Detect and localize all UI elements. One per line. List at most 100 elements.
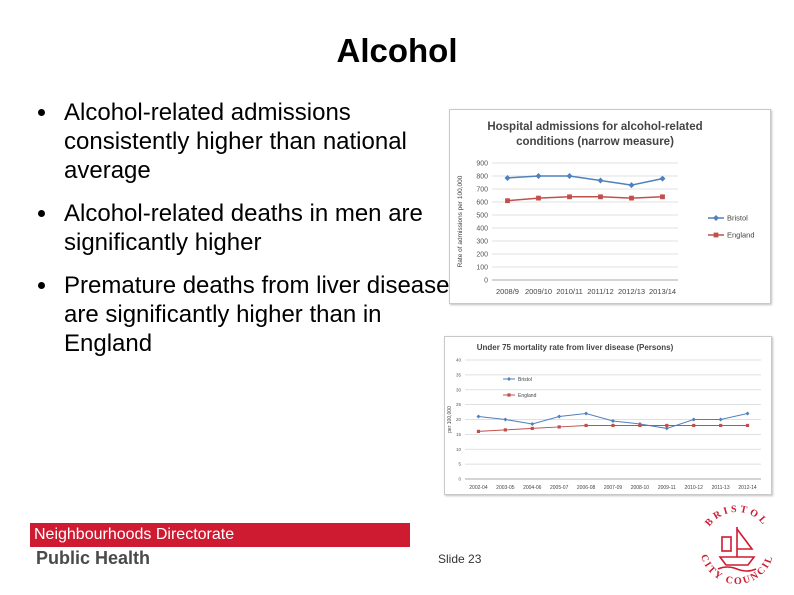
data-point xyxy=(638,423,642,428)
series-line xyxy=(507,196,663,202)
y-tick-label: 10 xyxy=(456,447,462,452)
data-point xyxy=(476,414,481,419)
data-point xyxy=(713,232,719,238)
y-tick-label: 5 xyxy=(458,462,461,467)
footer-bar: Neighbourhoods Directorate xyxy=(30,523,410,547)
legend-label: England xyxy=(727,231,755,240)
data-point xyxy=(691,417,696,422)
y-tick-label: 300 xyxy=(476,238,488,245)
x-tick-label: 2012/13 xyxy=(618,287,645,296)
data-point xyxy=(476,429,481,433)
x-tick-label: 2004-06 xyxy=(523,485,542,491)
y-tick-label: 0 xyxy=(484,277,488,284)
y-tick-label: 100 xyxy=(476,264,488,271)
y-tick-label: 25 xyxy=(456,402,462,407)
public-health-label: Public Health xyxy=(36,548,151,568)
y-tick-label: 20 xyxy=(456,417,462,422)
data-point xyxy=(611,423,615,428)
data-point xyxy=(536,195,541,201)
data-point xyxy=(745,423,750,428)
data-point xyxy=(505,198,510,204)
chart-title: Under 75 mortality rate from liver disea… xyxy=(477,343,674,352)
data-point xyxy=(503,428,507,432)
x-tick-label: 2010-12 xyxy=(685,485,704,491)
x-tick-label: 2002-04 xyxy=(469,485,488,491)
x-tick-label: 2005-07 xyxy=(550,485,569,491)
svg-text:CITY COUNCIL: CITY COUNCIL xyxy=(698,553,776,587)
y-tick-label: 800 xyxy=(476,173,488,180)
x-tick-label: 2003-05 xyxy=(496,485,515,491)
y-tick-label: 200 xyxy=(476,251,488,258)
legend-label: Bristol xyxy=(518,377,532,383)
bullet-list: Alcohol-related admissions consistently … xyxy=(38,98,450,372)
data-point xyxy=(530,421,535,426)
svg-text:BRISTOL: BRISTOL xyxy=(703,504,771,529)
y-tick-label: 500 xyxy=(476,212,488,219)
data-point xyxy=(611,418,615,423)
y-tick-label: 900 xyxy=(476,160,488,167)
y-tick-label: 400 xyxy=(476,225,488,232)
data-point xyxy=(530,426,534,431)
x-tick-label: 2010/11 xyxy=(556,287,583,296)
bullet-dot-icon xyxy=(38,282,45,289)
bullet-text: Premature deaths from liver disease are … xyxy=(64,272,450,357)
x-tick-label: 2007-09 xyxy=(604,485,623,491)
x-tick-label: 2009/10 xyxy=(525,287,552,296)
y-axis-label: per 100,000 xyxy=(447,406,453,433)
data-point xyxy=(745,411,750,416)
y-tick-label: 15 xyxy=(456,432,462,437)
y-tick-label: 40 xyxy=(456,358,462,363)
data-point xyxy=(597,177,604,184)
chart-title: conditions (narrow measure) xyxy=(516,136,674,148)
chart-svg: Under 75 mortality rate from liver disea… xyxy=(447,343,761,491)
data-point xyxy=(507,393,511,397)
data-point xyxy=(659,175,666,182)
bullet-item: Premature deaths from liver disease are … xyxy=(38,271,450,358)
x-tick-label: 2011/12 xyxy=(587,287,614,296)
chart-svg: Hospital admissions for alcohol-related c… xyxy=(457,121,755,296)
liver-mortality-chart: Under 75 mortality rate from liver disea… xyxy=(444,336,772,495)
data-point xyxy=(718,417,723,422)
data-point xyxy=(628,182,635,189)
data-point xyxy=(665,423,669,428)
data-point xyxy=(719,423,723,428)
y-tick-label: 30 xyxy=(456,387,462,392)
bullet-dot-icon xyxy=(38,109,45,116)
data-point xyxy=(664,426,669,431)
data-point xyxy=(567,194,572,200)
bullet-item: Alcohol-related admissions consistently … xyxy=(38,98,450,185)
data-point xyxy=(557,414,562,419)
data-point xyxy=(566,173,573,179)
bullet-text: Alcohol-related admissions consistently … xyxy=(64,99,407,184)
bristol-city-council-logo: BRISTOL CITY COUNCIL xyxy=(698,504,776,587)
slide-title: Alcohol xyxy=(336,32,458,69)
x-tick-label: 2011-13 xyxy=(712,485,730,491)
y-tick-label: 0 xyxy=(458,477,461,482)
y-tick-label: 700 xyxy=(476,186,488,193)
data-point xyxy=(692,423,696,428)
x-tick-label: 2009-11 xyxy=(658,485,676,491)
data-point xyxy=(713,215,719,221)
directorate-label: Neighbourhoods Directorate xyxy=(34,526,235,543)
data-point xyxy=(507,377,511,381)
legend-label: England xyxy=(518,393,537,399)
slide-number: Slide 23 xyxy=(438,552,482,566)
y-axis-label: Rate of admissions per 100,000 xyxy=(457,175,464,267)
data-point xyxy=(535,173,542,179)
data-point xyxy=(504,174,511,181)
y-tick-label: 35 xyxy=(456,372,462,377)
x-tick-label: 2013/14 xyxy=(649,287,676,296)
x-tick-label: 2008/9 xyxy=(496,287,519,296)
bullet-dot-icon xyxy=(38,210,45,217)
data-point xyxy=(584,411,589,416)
data-point xyxy=(660,194,665,200)
y-tick-label: 600 xyxy=(476,199,488,206)
hospital-admissions-chart: Hospital admissions for alcohol-related c… xyxy=(449,109,771,304)
data-point xyxy=(598,194,603,200)
x-tick-label: 2012-14 xyxy=(738,485,757,491)
data-point xyxy=(629,195,634,201)
x-tick-label: 2006-08 xyxy=(577,485,596,491)
x-tick-label: 2008-10 xyxy=(631,485,650,491)
bullet-item: Alcohol-related deaths in men are signif… xyxy=(38,199,450,257)
data-point xyxy=(584,423,588,428)
